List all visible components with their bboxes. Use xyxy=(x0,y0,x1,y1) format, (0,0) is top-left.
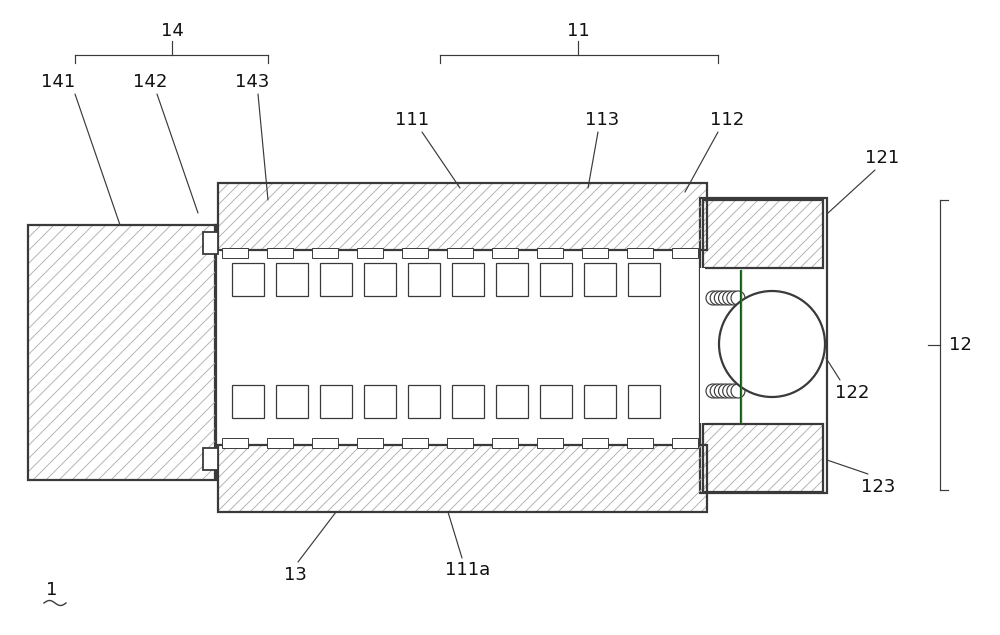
Text: 12: 12 xyxy=(949,336,971,354)
Bar xyxy=(218,183,707,250)
Text: 112: 112 xyxy=(710,111,744,129)
Bar xyxy=(218,445,707,512)
Bar xyxy=(700,198,827,493)
Bar xyxy=(364,263,396,296)
Circle shape xyxy=(714,291,728,305)
Bar xyxy=(492,248,518,258)
Circle shape xyxy=(706,291,720,305)
Bar xyxy=(540,385,572,418)
Bar xyxy=(492,438,518,448)
Bar xyxy=(703,424,823,492)
PathPatch shape xyxy=(218,183,707,250)
Bar xyxy=(402,438,428,448)
Bar xyxy=(312,438,338,448)
Bar xyxy=(357,438,383,448)
Circle shape xyxy=(718,384,732,398)
Bar xyxy=(222,248,248,258)
Bar xyxy=(496,263,528,296)
Text: 1: 1 xyxy=(46,581,58,599)
Bar xyxy=(703,200,823,268)
Circle shape xyxy=(714,384,728,398)
Bar xyxy=(582,438,608,448)
Bar xyxy=(267,438,293,448)
Circle shape xyxy=(723,384,737,398)
Bar xyxy=(584,385,616,418)
Bar xyxy=(203,448,218,470)
Bar xyxy=(672,438,698,448)
Bar xyxy=(364,385,396,418)
Bar xyxy=(496,385,528,418)
Bar xyxy=(703,200,823,268)
Bar xyxy=(218,183,707,250)
Bar xyxy=(703,424,823,492)
Circle shape xyxy=(731,291,745,305)
Text: 123: 123 xyxy=(861,478,895,496)
Bar xyxy=(402,248,428,258)
Bar xyxy=(408,263,440,296)
Bar xyxy=(218,445,707,512)
Bar xyxy=(320,263,352,296)
Bar xyxy=(537,248,563,258)
PathPatch shape xyxy=(703,424,823,492)
Bar xyxy=(203,232,218,254)
Circle shape xyxy=(718,291,732,305)
Bar xyxy=(672,248,698,258)
Bar xyxy=(700,268,705,423)
Bar xyxy=(540,263,572,296)
Bar xyxy=(627,438,653,448)
Bar xyxy=(447,438,473,448)
Text: 14: 14 xyxy=(161,22,183,40)
Text: 11: 11 xyxy=(567,22,589,40)
Bar xyxy=(447,248,473,258)
Bar xyxy=(627,248,653,258)
Text: 113: 113 xyxy=(585,111,619,129)
Bar xyxy=(584,263,616,296)
Bar xyxy=(357,248,383,258)
Bar xyxy=(628,263,660,296)
Bar xyxy=(320,385,352,418)
PathPatch shape xyxy=(218,445,707,512)
Bar xyxy=(452,263,484,296)
Bar xyxy=(408,385,440,418)
Circle shape xyxy=(719,291,825,397)
Circle shape xyxy=(723,291,737,305)
Bar xyxy=(28,225,216,480)
Bar xyxy=(267,248,293,258)
Text: 111a: 111a xyxy=(445,561,491,579)
Text: 121: 121 xyxy=(865,149,899,167)
Circle shape xyxy=(706,384,720,398)
Bar xyxy=(537,438,563,448)
Bar xyxy=(28,225,216,480)
PathPatch shape xyxy=(703,200,823,268)
Circle shape xyxy=(727,384,741,398)
Bar xyxy=(312,248,338,258)
Text: 122: 122 xyxy=(835,384,869,402)
Text: 111: 111 xyxy=(395,111,429,129)
Bar xyxy=(232,263,264,296)
Bar xyxy=(276,263,308,296)
Bar xyxy=(215,225,710,478)
Bar xyxy=(232,385,264,418)
Text: 141: 141 xyxy=(41,73,75,91)
Text: 13: 13 xyxy=(284,566,306,584)
Bar xyxy=(452,385,484,418)
Text: 142: 142 xyxy=(133,73,167,91)
Circle shape xyxy=(710,291,724,305)
Bar xyxy=(276,385,308,418)
Bar xyxy=(628,385,660,418)
Circle shape xyxy=(731,384,745,398)
Circle shape xyxy=(710,384,724,398)
Bar xyxy=(582,248,608,258)
Circle shape xyxy=(727,291,741,305)
Text: 143: 143 xyxy=(235,73,269,91)
Bar xyxy=(222,438,248,448)
PathPatch shape xyxy=(28,225,216,480)
